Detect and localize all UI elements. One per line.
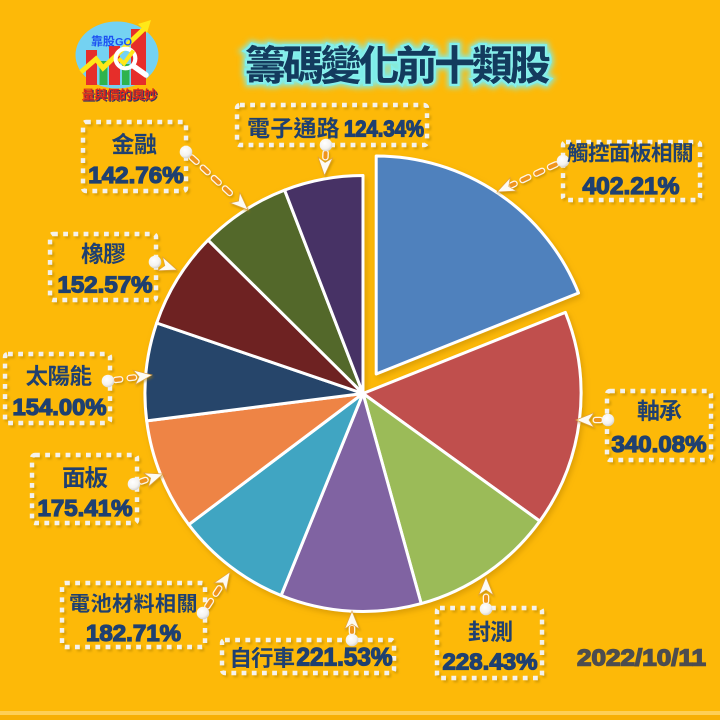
svg-text:124.34%: 124.34%: [344, 116, 424, 142]
svg-text:152.57%: 152.57%: [58, 272, 153, 298]
svg-text:GO: GO: [115, 36, 133, 48]
svg-text:402.21%: 402.21%: [583, 173, 680, 200]
svg-text:154.00%: 154.00%: [13, 394, 107, 420]
svg-text:228.43%: 228.43%: [443, 649, 538, 675]
svg-text:340.08%: 340.08%: [612, 431, 707, 457]
svg-text:2022/10/11: 2022/10/11: [577, 645, 706, 671]
svg-text:182.71%: 182.71%: [86, 620, 181, 646]
svg-text:175.41%: 175.41%: [38, 495, 133, 521]
svg-text:221.53%: 221.53%: [297, 644, 393, 672]
svg-text:142.76%: 142.76%: [88, 162, 184, 188]
